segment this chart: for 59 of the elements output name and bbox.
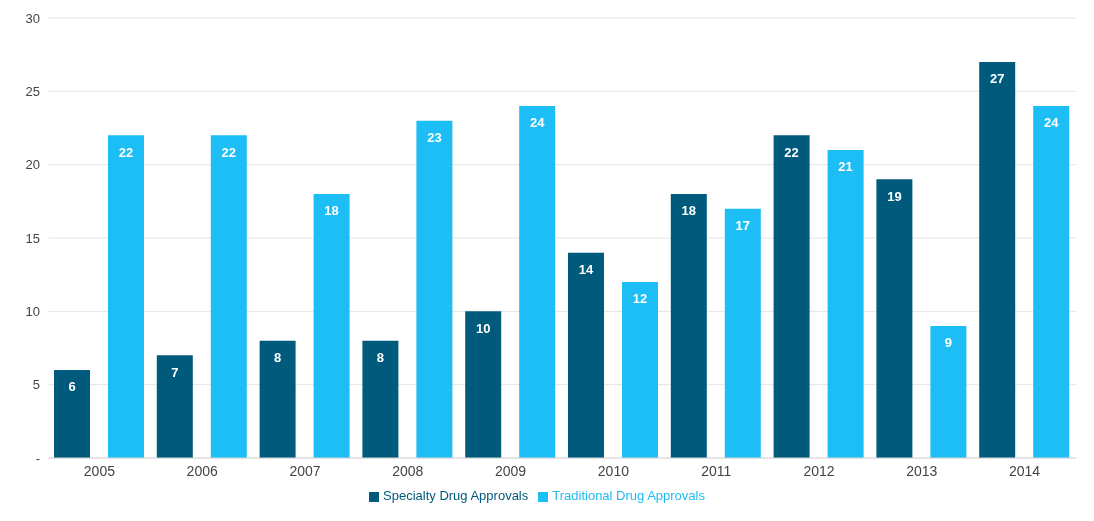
data-label: 22 — [784, 144, 799, 160]
legend-label: Specialty Drug Approvals — [383, 488, 529, 503]
bar — [979, 62, 1016, 458]
y-tick-label: 5 — [32, 377, 40, 393]
x-tick-label: 2006 — [186, 462, 218, 479]
bar — [773, 135, 810, 458]
data-label: 22 — [118, 144, 134, 160]
x-tick-label: 2012 — [803, 462, 835, 479]
x-tick-label: 2007 — [289, 462, 321, 479]
bar — [1033, 106, 1070, 458]
x-tick-label: 2010 — [597, 462, 630, 479]
bar — [54, 370, 90, 458]
x-tick-label: 2013 — [906, 462, 938, 479]
bar — [930, 326, 967, 458]
bar — [362, 340, 399, 458]
data-label: 22 — [221, 144, 237, 160]
bar — [108, 135, 144, 458]
data-label: 12 — [632, 291, 648, 307]
x-tick-label: 2009 — [495, 462, 527, 479]
bar — [465, 311, 502, 458]
bar — [827, 150, 864, 458]
bar — [259, 340, 296, 458]
data-label: 7 — [171, 364, 179, 380]
data-label: 18 — [681, 203, 697, 219]
data-label: 14 — [578, 261, 594, 277]
bar — [568, 252, 604, 458]
data-label: 21 — [838, 159, 853, 175]
y-tick-label: 25 — [25, 83, 40, 99]
data-label: 18 — [324, 203, 339, 219]
bar — [670, 194, 707, 458]
bar — [724, 208, 761, 458]
bar — [519, 106, 556, 458]
data-label: 17 — [735, 217, 751, 233]
bar — [156, 355, 193, 458]
y-tick-label: 20 — [25, 157, 40, 173]
bar — [313, 194, 350, 458]
data-label: 10 — [475, 320, 491, 336]
x-tick-label: 2008 — [392, 462, 424, 479]
legend-label: Traditional Drug Approvals — [552, 488, 705, 503]
bar — [416, 120, 453, 458]
data-label: 8 — [376, 349, 385, 365]
x-tick-label: 2011 — [701, 462, 732, 479]
data-label: 8 — [273, 349, 282, 365]
y-tick-label: 30 — [25, 10, 40, 26]
data-label: 19 — [887, 188, 902, 204]
y-tick-label: - — [35, 450, 40, 466]
bar — [876, 179, 913, 458]
data-label: 27 — [989, 71, 1005, 87]
data-label: 9 — [944, 335, 953, 351]
y-tick-label: 10 — [25, 303, 40, 319]
data-label: 24 — [1043, 115, 1060, 131]
bar — [210, 135, 247, 458]
bar — [622, 282, 658, 458]
y-tick-label: 15 — [25, 230, 40, 246]
x-tick-label: 2014 — [1009, 462, 1041, 479]
data-label: 24 — [529, 115, 546, 131]
data-label: 6 — [68, 379, 76, 395]
data-label: 23 — [427, 129, 442, 145]
x-tick-label: 2005 — [83, 462, 116, 479]
